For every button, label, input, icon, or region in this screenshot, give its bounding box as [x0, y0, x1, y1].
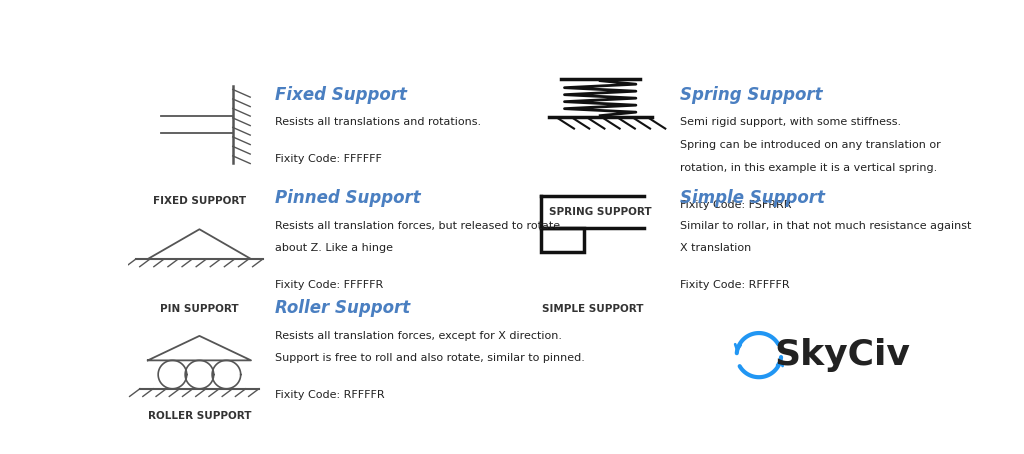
Text: Fixity Code: RFFFFR: Fixity Code: RFFFFR	[680, 280, 790, 290]
Bar	[541, 227, 585, 252]
Text: Roller Support: Roller Support	[274, 299, 410, 317]
Text: ROLLER SUPPORT: ROLLER SUPPORT	[147, 411, 251, 421]
Text: Resists all translations and rotations.: Resists all translations and rotations.	[274, 118, 481, 128]
Text: Fixity Code: RFFFFR: Fixity Code: RFFFFR	[274, 390, 384, 400]
Text: Spring can be introduced on any translation or: Spring can be introduced on any translat…	[680, 140, 940, 150]
Text: Fixity Code: FSFRRR: Fixity Code: FSFRRR	[680, 200, 792, 210]
Text: Semi rigid support, with some stiffness.: Semi rigid support, with some stiffness.	[680, 118, 901, 128]
Text: SPRING SUPPORT: SPRING SUPPORT	[549, 207, 651, 217]
Text: Fixed Support: Fixed Support	[274, 86, 407, 104]
Text: Support is free to roll and also rotate, similar to pinned.: Support is free to roll and also rotate,…	[274, 353, 585, 363]
Text: Fixity Code: FFFFFR: Fixity Code: FFFFFR	[274, 280, 383, 290]
Text: rotation, in this example it is a vertical spring.: rotation, in this example it is a vertic…	[680, 163, 937, 173]
Text: about Z. Like a hinge: about Z. Like a hinge	[274, 243, 393, 253]
Text: Similar to rollar, in that not much resistance against: Similar to rollar, in that not much resi…	[680, 221, 971, 231]
Text: X translation: X translation	[680, 243, 751, 253]
Text: PIN SUPPORT: PIN SUPPORT	[160, 305, 239, 315]
Text: Pinned Support: Pinned Support	[274, 189, 421, 207]
Text: Spring Support: Spring Support	[680, 86, 822, 104]
Text: Fixity Code: FFFFFF: Fixity Code: FFFFFF	[274, 154, 382, 164]
Text: SkyCiv: SkyCiv	[775, 338, 910, 372]
Text: Resists all translation forces, but released to rotate: Resists all translation forces, but rele…	[274, 221, 560, 231]
Text: SIMPLE SUPPORT: SIMPLE SUPPORT	[542, 305, 643, 315]
Text: Simple Support: Simple Support	[680, 189, 824, 207]
Text: FIXED SUPPORT: FIXED SUPPORT	[153, 196, 246, 206]
Text: Resists all translation forces, except for X direction.: Resists all translation forces, except f…	[274, 331, 562, 340]
